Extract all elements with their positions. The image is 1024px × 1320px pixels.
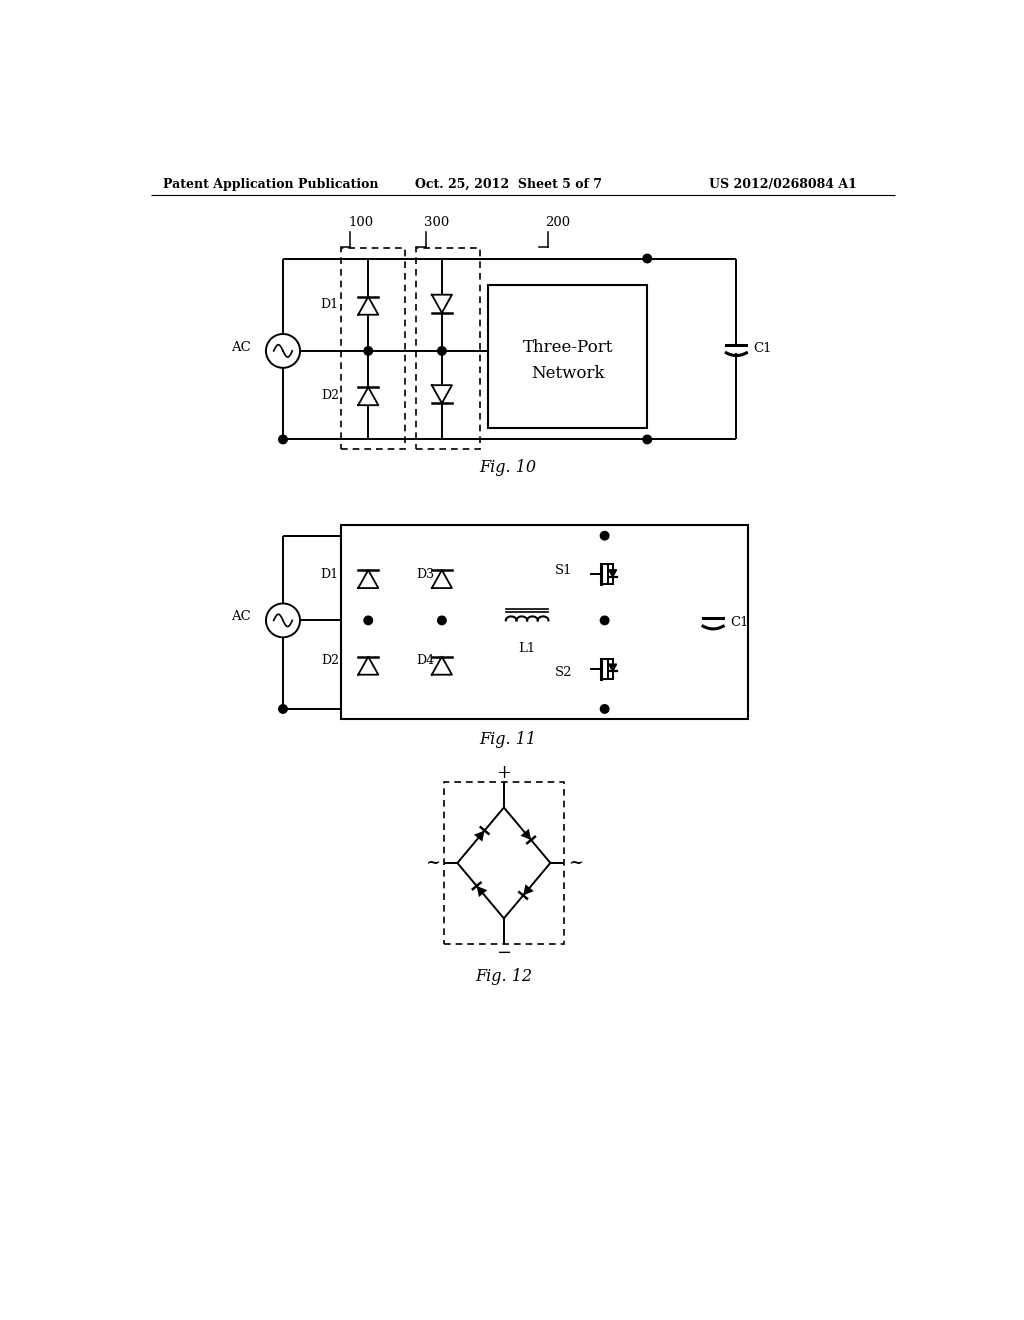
Polygon shape [474,830,484,842]
Text: D1: D1 [321,568,339,581]
Bar [443,781,564,944]
Text: Oct. 25, 2012  Sheet 5 of 7: Oct. 25, 2012 Sheet 5 of 7 [415,178,602,190]
Text: D3: D3 [417,568,434,581]
Text: D3: D3 [508,298,526,312]
Text: ~: ~ [425,854,439,873]
Polygon shape [432,570,452,589]
Text: Fig. 10: Fig. 10 [479,459,537,477]
Circle shape [643,255,651,263]
Circle shape [600,532,609,540]
Text: Fig. 12: Fig. 12 [475,968,532,985]
Bar [417,248,480,450]
Text: S2: S2 [555,665,572,678]
Polygon shape [609,570,616,577]
Text: Network: Network [531,366,604,381]
Text: Fig. 11: Fig. 11 [479,731,537,748]
Text: S1: S1 [555,564,572,577]
Text: 100: 100 [348,216,373,230]
Polygon shape [358,570,378,589]
Text: 200: 200 [546,216,570,230]
Text: D1: D1 [321,298,339,312]
Bar [341,525,489,719]
Bar [488,285,647,428]
Text: AC: AC [230,610,251,623]
Polygon shape [432,385,452,403]
Circle shape [437,616,446,624]
Text: Patent Application Publication: Patent Application Publication [163,178,379,190]
Text: 300: 300 [424,216,450,230]
Circle shape [364,347,373,355]
Circle shape [364,616,373,624]
Polygon shape [358,387,378,405]
Text: US 2012/0268084 A1: US 2012/0268084 A1 [710,178,857,190]
Text: AC: AC [230,341,251,354]
Text: L1: L1 [518,642,536,655]
Bar [341,248,404,450]
Circle shape [600,616,609,624]
Text: D2: D2 [321,388,339,401]
Circle shape [643,436,651,444]
Text: C1: C1 [730,616,749,628]
Polygon shape [609,664,616,672]
Circle shape [600,705,609,713]
Polygon shape [432,656,452,675]
Polygon shape [476,886,487,898]
Text: −: − [497,944,511,962]
Polygon shape [358,656,378,675]
Text: D4: D4 [417,655,434,668]
Polygon shape [520,829,531,840]
Text: C1: C1 [754,342,772,355]
Circle shape [437,347,446,355]
Circle shape [279,436,288,444]
Text: D4: D4 [508,388,526,401]
Bar [341,525,748,719]
Circle shape [279,705,288,713]
Polygon shape [432,294,452,313]
Text: D2: D2 [321,655,339,668]
Polygon shape [358,297,378,314]
Text: Three-Port: Three-Port [522,339,613,356]
Text: +: + [497,764,511,781]
Text: ~: ~ [568,854,583,873]
Polygon shape [523,884,534,895]
